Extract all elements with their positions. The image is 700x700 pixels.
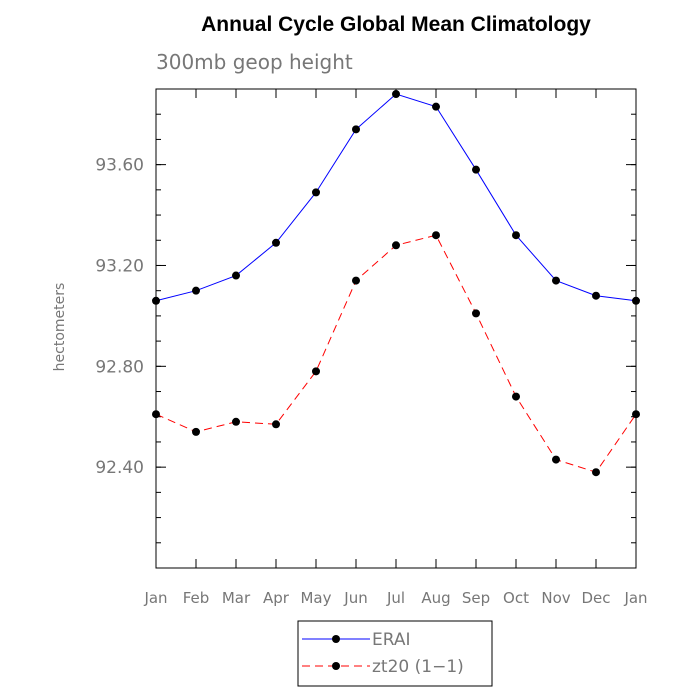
data-point <box>392 90 400 99</box>
legend-label: ERAI <box>372 630 411 650</box>
series-zt20-1-1- <box>152 231 640 477</box>
series-erai <box>152 90 640 305</box>
data-point <box>232 271 240 280</box>
data-point <box>152 410 160 419</box>
data-point <box>352 276 360 285</box>
legend-label: zt20 (1−1) <box>372 657 464 677</box>
data-point <box>552 276 560 285</box>
x-tick-label: Feb <box>183 589 210 607</box>
data-point <box>512 231 520 240</box>
legend-box <box>297 620 493 687</box>
data-point <box>192 286 200 295</box>
chart-subtitle: 300mb geop height <box>156 50 353 74</box>
x-tick-label: Dec <box>581 589 610 607</box>
data-point <box>632 410 640 419</box>
data-point <box>232 417 240 426</box>
x-tick-label: Nov <box>541 589 570 607</box>
x-tick-label: May <box>300 589 331 607</box>
y-tick-label: 93.20 <box>95 256 144 276</box>
data-point <box>432 102 440 111</box>
y-axis-label: hectometers <box>52 283 68 372</box>
series-line <box>155 234 637 473</box>
data-point <box>632 296 640 305</box>
data-point <box>272 238 280 247</box>
data-point <box>432 231 440 240</box>
y-tick-label: 92.80 <box>95 357 144 377</box>
data-point <box>512 392 520 401</box>
x-tick-label: Jul <box>386 589 405 607</box>
data-point <box>552 455 560 464</box>
y-tick-label: 93.60 <box>95 156 144 176</box>
data-point <box>592 468 600 477</box>
series-line <box>155 93 637 302</box>
data-point <box>312 367 320 376</box>
x-tick-label: Jan <box>623 589 647 607</box>
data-point <box>152 296 160 305</box>
data-point <box>592 291 600 300</box>
data-point <box>312 188 320 197</box>
data-point <box>472 309 480 318</box>
legend-swatch-marker <box>332 635 340 643</box>
x-tick-label: Oct <box>503 589 529 607</box>
data-point <box>272 420 280 429</box>
data-point <box>392 241 400 250</box>
data-point <box>472 165 480 174</box>
legend-swatch-marker <box>332 662 340 670</box>
series-layer <box>152 90 640 477</box>
data-point <box>352 125 360 134</box>
x-tick-label: Mar <box>222 589 251 607</box>
x-tick-label: Jun <box>343 589 367 607</box>
chart-title: Annual Cycle Global Mean Climatology <box>201 13 591 36</box>
data-point <box>192 427 200 436</box>
legend: ERAI zt20 (1−1) <box>297 620 493 687</box>
x-tick-label: Sep <box>462 589 490 607</box>
x-tick-label: Aug <box>421 589 450 607</box>
y-tick-label: 92.40 <box>95 458 144 478</box>
x-tick-label: Apr <box>263 589 290 607</box>
axis-ticks: Jan Feb Mar Apr May Jun Jul Aug Sep Oct Nov Dec Jan 9… <box>95 88 648 607</box>
plot-frame <box>155 88 637 569</box>
x-tick-label: Jan <box>143 589 167 607</box>
